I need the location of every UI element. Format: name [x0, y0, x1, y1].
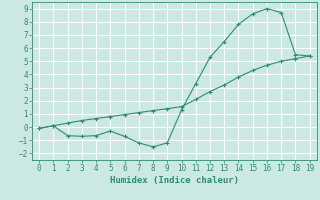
X-axis label: Humidex (Indice chaleur): Humidex (Indice chaleur): [110, 176, 239, 185]
